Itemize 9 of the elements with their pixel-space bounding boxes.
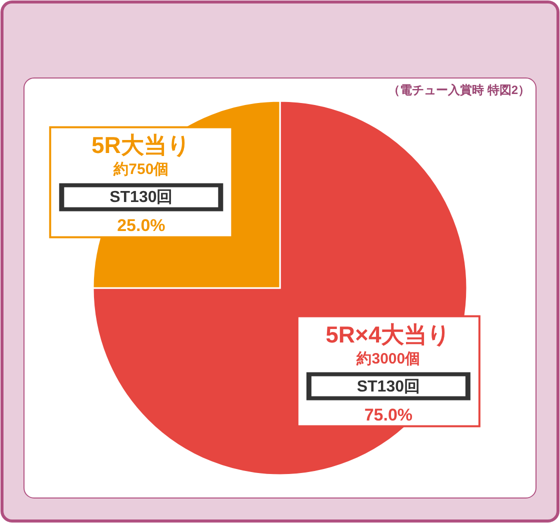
text: （電チュー入賞時 特図2）: [388, 83, 530, 97]
text: 約3000個: [356, 350, 420, 368]
data-label: 75.0%: [364, 405, 413, 424]
slice-label: 5R大当り: [91, 132, 191, 158]
text: ST130回: [356, 378, 420, 396]
text: ST130回: [110, 189, 173, 206]
slice-label: 5R×4大当り: [326, 321, 452, 348]
text: 約750個: [114, 161, 169, 178]
data-label: 25.0%: [117, 216, 166, 236]
